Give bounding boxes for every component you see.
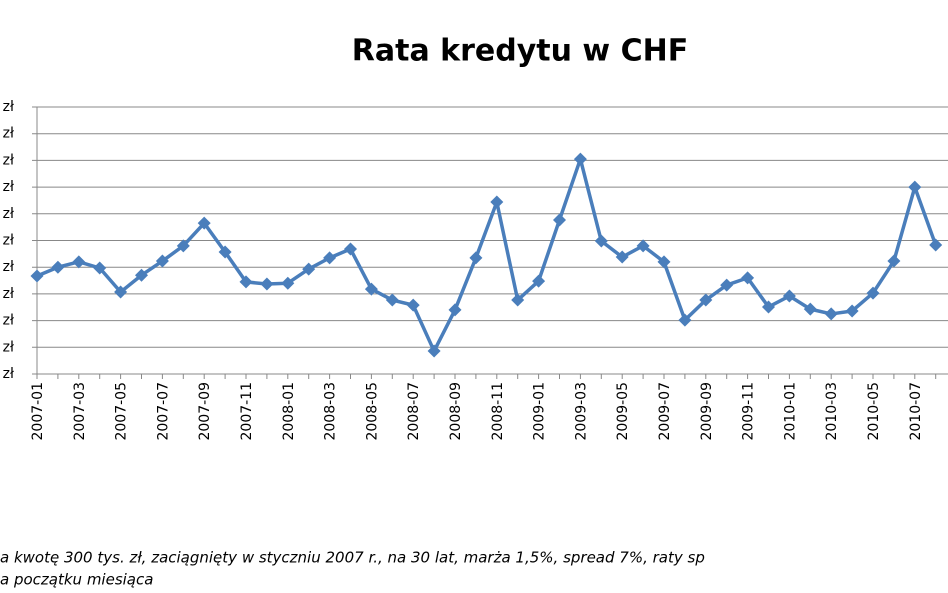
marker [114,285,128,299]
marker [887,254,901,268]
x-tick-label: 2007-09 [197,382,213,441]
x-tick-label: 2010-05 [866,382,882,441]
marker [762,300,775,314]
x-tick-label: 2009-11 [741,382,757,441]
x-tick-label: 2010-03 [824,382,840,441]
marker [866,286,880,300]
marker [93,261,107,275]
marker [803,302,817,316]
marker [720,278,734,292]
marker [636,239,650,253]
x-tick-label: 2010-01 [782,382,798,441]
marker [176,239,190,253]
marker [678,313,692,327]
x-tick-label: 2007-01 [30,382,46,441]
marker [364,282,378,296]
marker [385,293,399,307]
marker [741,271,755,285]
marker [155,254,169,268]
marker [615,250,629,264]
y-tick-label: zł [3,152,14,168]
x-tick-label: 2009-03 [573,382,589,441]
y-tick-label: zł [3,179,14,195]
marker [448,303,462,317]
x-tick-label: 2009-09 [699,382,715,441]
x-tick-label: 2007-11 [239,382,255,441]
x-tick-label: 2008-11 [490,382,506,441]
marker [699,293,713,307]
y-tick-label: zł [3,233,14,249]
marker [573,152,587,166]
marker [929,238,943,252]
marker [281,276,295,290]
x-tick-label: 2009-07 [657,382,673,441]
marker [406,298,420,312]
marker [72,255,86,269]
marker [427,344,441,358]
y-tick-label: zł [3,366,14,382]
x-tick-label: 2008-03 [323,382,339,441]
marker [135,268,148,282]
marker [30,269,44,283]
x-tick-label: 2009-01 [532,382,548,441]
marker [218,245,232,259]
marker [239,275,253,289]
marker [260,277,274,291]
note: a początku miesiąca [0,571,153,589]
marker [197,216,211,230]
x-tick-label: 2008-01 [281,382,297,441]
marker [323,251,337,265]
y-tick-label: zł [3,126,14,142]
marker [344,242,357,256]
marker [490,195,504,209]
x-tick-label: 2008-09 [448,382,464,441]
marker [302,262,316,276]
x-tick-label: 2008-05 [364,382,380,441]
x-tick-label: 2010-07 [908,382,924,441]
x-tick-label: 2008-07 [406,382,422,441]
y-tick-label: zł [3,259,14,275]
y-tick-label: zł [3,99,14,115]
marker [782,289,796,303]
y-tick-label: zł [3,313,14,329]
y-tick-label: zł [3,206,14,222]
x-tick-label: 2009-05 [615,382,631,441]
marker [469,251,483,265]
x-tick-label: 2007-07 [155,382,171,441]
x-tick-label: 2007-03 [72,382,88,441]
marker [51,260,65,274]
marker [553,213,566,227]
x-tick-label: 2007-05 [114,382,130,441]
line [36,157,938,353]
marker [532,274,546,288]
marker [594,234,608,248]
y-tick-label: zł [3,339,14,355]
marker [657,255,671,269]
note: a kwotę 300 tys. zł, zaciągnięty w stycz… [0,549,705,567]
marker [845,304,859,318]
marker [908,180,922,194]
y-tick-label: zł [3,286,14,302]
marker [511,293,525,307]
chart-title: Rata kredytu w CHF [352,34,688,69]
marker [824,307,838,321]
